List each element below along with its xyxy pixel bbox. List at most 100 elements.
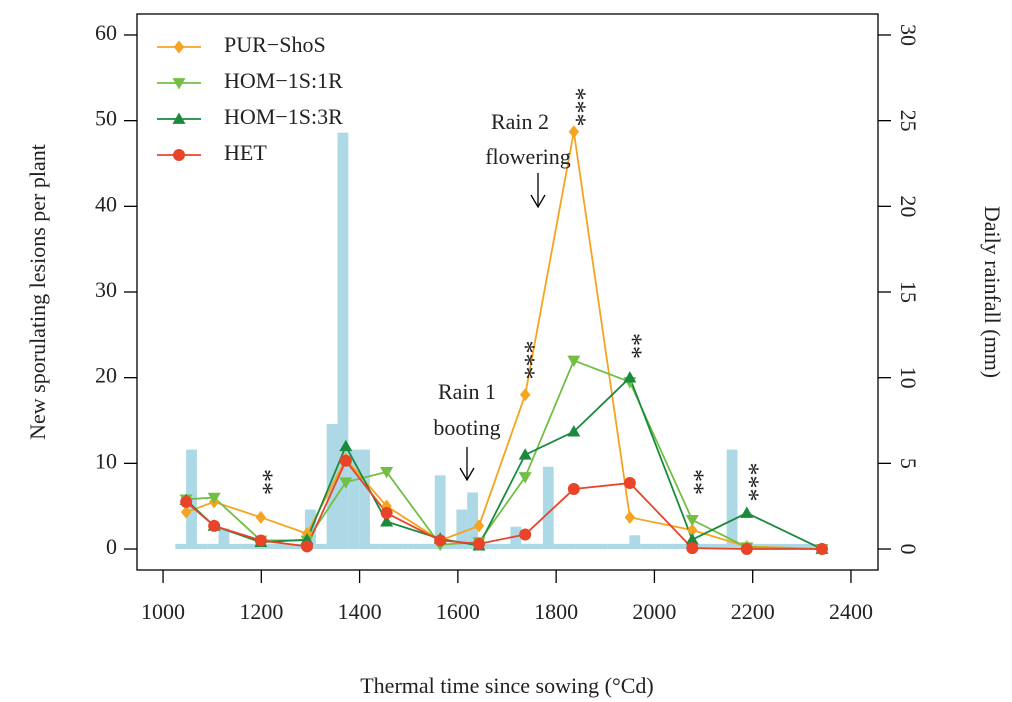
significance: *** bbox=[562, 88, 591, 127]
rain-bar bbox=[348, 449, 360, 550]
y2-tick-label: 0 bbox=[896, 544, 921, 555]
y-tick-label: 20 bbox=[95, 363, 117, 388]
point bbox=[518, 472, 532, 484]
legend-marker bbox=[173, 40, 185, 54]
rain-bar bbox=[272, 543, 284, 550]
legend-marker bbox=[172, 78, 186, 90]
point bbox=[207, 492, 221, 505]
rain-bar bbox=[391, 543, 403, 550]
point bbox=[685, 515, 699, 527]
point bbox=[740, 506, 754, 518]
y-tick-label: 10 bbox=[95, 448, 117, 473]
rain-bar bbox=[618, 543, 630, 550]
rain-bar bbox=[283, 543, 295, 550]
rain-bar bbox=[510, 526, 522, 550]
point bbox=[686, 542, 699, 555]
rain-bar bbox=[240, 543, 251, 550]
legend-label: HOM−1S:3R bbox=[224, 104, 343, 129]
point bbox=[473, 519, 485, 533]
point bbox=[567, 483, 580, 496]
legend-label: PUR−ShoS bbox=[224, 32, 326, 57]
point bbox=[518, 448, 532, 460]
rain-bar bbox=[532, 543, 543, 550]
rain-bar bbox=[769, 543, 781, 550]
point bbox=[567, 425, 581, 437]
significance: *** bbox=[511, 341, 540, 380]
rain-bar bbox=[661, 543, 673, 550]
point bbox=[473, 537, 485, 550]
x-tick-label: 1600 bbox=[436, 599, 480, 624]
y-tick-label: 60 bbox=[95, 20, 117, 45]
x-tick-label: 1000 bbox=[141, 599, 185, 624]
rain-bar bbox=[445, 543, 457, 550]
y2-tick-label: 5 bbox=[896, 458, 921, 469]
rain-bar bbox=[315, 543, 327, 550]
rain-bar bbox=[575, 543, 587, 550]
rain-bar bbox=[705, 543, 716, 550]
x-tick-label: 1800 bbox=[534, 599, 578, 624]
rain-bar bbox=[564, 543, 576, 550]
y-tick-label: 40 bbox=[95, 191, 117, 216]
rain-bar bbox=[261, 543, 273, 550]
annotation: booting bbox=[433, 415, 500, 440]
point bbox=[380, 467, 394, 479]
point bbox=[519, 388, 531, 402]
rain-bar bbox=[607, 543, 619, 550]
point bbox=[180, 505, 192, 519]
point bbox=[815, 543, 828, 556]
point bbox=[623, 371, 637, 383]
rain-bar bbox=[196, 543, 208, 550]
rain-bar bbox=[380, 543, 392, 550]
x-tick-label: 2200 bbox=[731, 599, 775, 624]
point bbox=[685, 533, 699, 545]
rain-bar bbox=[218, 528, 230, 550]
point bbox=[339, 477, 353, 489]
point bbox=[180, 495, 193, 508]
y-tick-label: 30 bbox=[95, 277, 117, 302]
annotation: Rain 2 bbox=[491, 109, 549, 134]
annotation: Rain 1 bbox=[438, 379, 496, 404]
point bbox=[434, 534, 447, 547]
point bbox=[380, 507, 393, 520]
rain-bar bbox=[413, 543, 424, 550]
rain-bar bbox=[596, 543, 608, 550]
series-line bbox=[186, 359, 823, 550]
y-tick-label: 0 bbox=[106, 534, 117, 559]
plot-frame bbox=[136, 13, 879, 571]
rain-bar bbox=[629, 535, 641, 550]
y2-tick-label: 25 bbox=[896, 110, 921, 132]
point bbox=[519, 528, 532, 541]
rain-bar bbox=[672, 543, 684, 550]
significance: *** bbox=[735, 463, 764, 502]
rain-bar bbox=[423, 543, 435, 550]
significance: ** bbox=[249, 469, 278, 495]
rain-bar bbox=[359, 449, 370, 550]
point bbox=[624, 510, 636, 524]
point bbox=[208, 519, 221, 532]
rain-bar bbox=[640, 543, 651, 550]
point bbox=[255, 510, 267, 524]
point bbox=[339, 454, 352, 467]
rain-bar bbox=[175, 543, 187, 550]
point bbox=[254, 534, 267, 547]
rain-bar bbox=[337, 132, 349, 550]
rain-bar bbox=[780, 543, 792, 550]
x-tick-label: 2000 bbox=[632, 599, 676, 624]
rain-bar bbox=[467, 492, 479, 550]
rain-bar bbox=[694, 543, 706, 550]
y2-axis-label: Daily rainfall (mm) bbox=[980, 206, 1005, 378]
y2-tick-label: 20 bbox=[896, 195, 921, 217]
point bbox=[623, 477, 636, 490]
rain-bar bbox=[650, 543, 662, 550]
point bbox=[567, 355, 581, 368]
series-line bbox=[185, 131, 823, 550]
point bbox=[687, 523, 698, 537]
point bbox=[568, 125, 580, 139]
rain-bar bbox=[369, 543, 381, 550]
rain-bar bbox=[488, 543, 500, 550]
rain-bar bbox=[542, 466, 554, 550]
legend-label: HET bbox=[224, 140, 267, 165]
rain-bar bbox=[207, 543, 219, 550]
rain-bar bbox=[294, 543, 306, 550]
